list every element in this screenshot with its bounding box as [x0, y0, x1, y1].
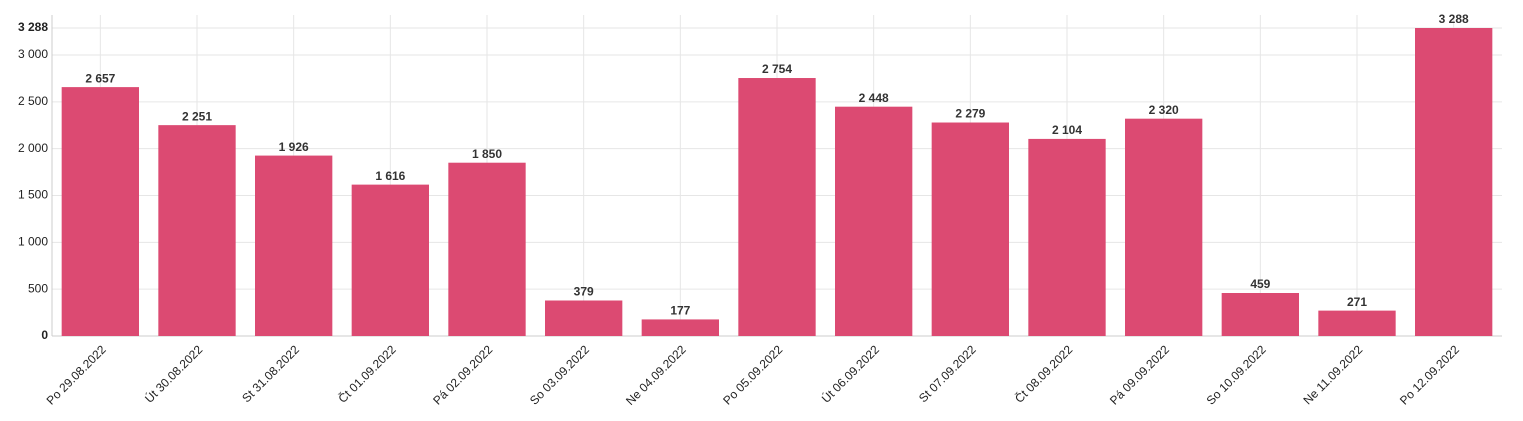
x-tick-label: St 07.09.2022	[916, 342, 979, 405]
y-tick-label: 1 000	[18, 234, 48, 248]
x-tick-label: Ne 11.09.2022	[1300, 342, 1365, 407]
x-tick-label: So 03.09.2022	[527, 342, 592, 407]
y-tick-label: 2 500	[18, 94, 48, 108]
value-label: 271	[1347, 295, 1367, 309]
value-label: 2 279	[955, 107, 985, 121]
y-tick-label: 0	[41, 328, 48, 342]
bar	[61, 87, 139, 336]
x-tick-label: Ne 04.09.2022	[623, 342, 689, 408]
value-label: 2 448	[859, 91, 889, 105]
x-tick-label: Po 29.08.2022	[44, 342, 109, 407]
value-label: 2 754	[762, 62, 792, 76]
value-label: 177	[670, 304, 690, 318]
value-label: 1 616	[375, 169, 405, 183]
value-label: 2 657	[85, 71, 115, 85]
x-tick-label: So 10.09.2022	[1204, 342, 1269, 407]
bar	[158, 125, 236, 337]
bar	[545, 300, 623, 336]
bar	[1028, 138, 1106, 336]
bar	[448, 162, 526, 336]
bar	[1125, 118, 1203, 337]
bar	[641, 319, 719, 336]
y-tick-label: 500	[28, 281, 48, 295]
bar	[931, 122, 1009, 336]
x-tick-label: St 31.08.2022	[239, 342, 302, 405]
y-tick-label: 2 000	[18, 141, 48, 155]
value-label: 1 926	[279, 140, 309, 154]
value-label: 379	[574, 285, 594, 299]
value-label: 2 320	[1149, 103, 1179, 117]
value-label: 2 251	[182, 109, 212, 123]
y-tick-label: 1 500	[18, 188, 48, 202]
value-label: 459	[1250, 277, 1270, 291]
x-tick-label: Po 05.09.2022	[720, 342, 785, 407]
bar	[738, 78, 816, 336]
y-tick-label: 3 000	[18, 47, 48, 61]
x-tick-label: Čt 01.09.2022	[335, 342, 399, 406]
value-label: 2 104	[1052, 123, 1082, 137]
bar	[1415, 28, 1493, 336]
x-tick-label: Po 12.09.2022	[1397, 342, 1462, 407]
x-tick-label: Pá 02.09.2022	[430, 342, 495, 407]
bar	[255, 155, 333, 336]
x-tick-label: Pá 09.09.2022	[1107, 342, 1172, 407]
value-label: 3 288	[1439, 12, 1469, 26]
bar	[1318, 310, 1396, 336]
x-tick-label: Út 06.09.2022	[818, 342, 882, 406]
value-label: 1 850	[472, 147, 502, 161]
x-tick-label: Čt 08.09.2022	[1011, 342, 1075, 406]
bar	[351, 184, 429, 336]
bar	[1221, 293, 1299, 336]
bar	[835, 106, 913, 337]
y-tick-label: 3 288	[18, 20, 48, 34]
x-tick-label: Út 30.08.2022	[141, 342, 205, 406]
